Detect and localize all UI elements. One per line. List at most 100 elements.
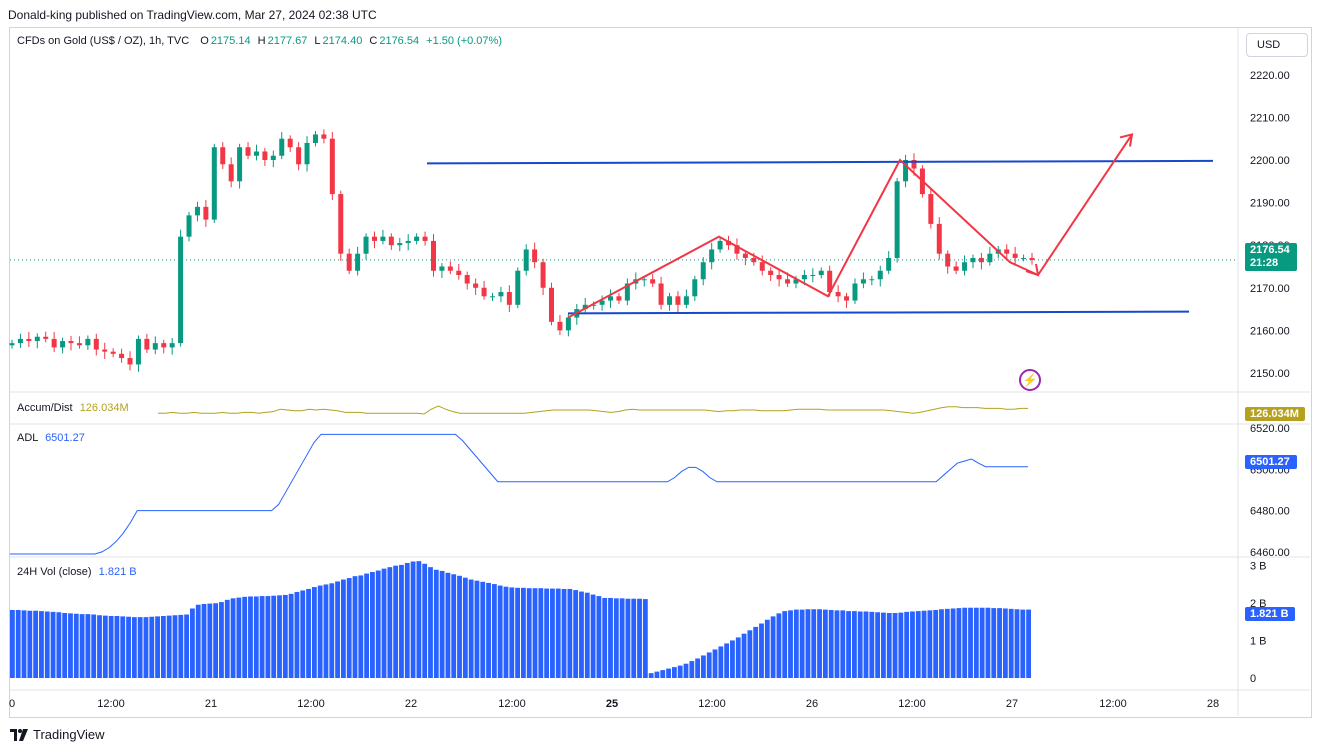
tradingview-logo[interactable]: TradingView xyxy=(10,727,105,742)
volume-bar xyxy=(248,596,253,678)
volume-bar xyxy=(503,586,509,678)
candle-body xyxy=(262,151,268,160)
candle-body xyxy=(599,300,605,305)
volume-bar xyxy=(1014,609,1020,678)
candle-body xyxy=(161,343,167,348)
y-tick-label: 2200.00 xyxy=(1250,155,1290,167)
volume-bar xyxy=(137,617,143,678)
x-tick-label: 26 xyxy=(806,698,818,710)
volume-bar xyxy=(219,602,224,678)
volume-bar xyxy=(741,633,747,678)
volume-bar xyxy=(190,608,195,678)
accum-name: Accum/Dist xyxy=(17,402,73,414)
candle-body xyxy=(422,236,428,241)
volume-bar xyxy=(515,587,520,678)
volume-bar xyxy=(497,585,503,678)
volume-bar xyxy=(85,614,91,678)
volume-bar xyxy=(143,617,149,678)
candle-body xyxy=(608,296,614,301)
candle-body xyxy=(68,341,74,344)
candle-body xyxy=(549,287,555,322)
volume-bar xyxy=(770,616,776,678)
candle-body xyxy=(380,236,386,241)
y-tick-label: 2220.00 xyxy=(1250,70,1290,82)
volume-bar xyxy=(590,594,596,678)
volume-bar xyxy=(602,597,608,678)
currency-button[interactable]: USD xyxy=(1246,33,1308,57)
chart-frame[interactable] xyxy=(9,27,1312,718)
volume-bar xyxy=(654,671,660,678)
price-badge-countdown: 21:28 xyxy=(1250,257,1279,269)
volume-bar xyxy=(764,619,770,678)
x-tick-label: 12:00 xyxy=(97,698,125,710)
volume-bar xyxy=(904,611,910,678)
candle-body xyxy=(768,270,774,275)
x-tick-label: 0 xyxy=(9,698,15,710)
candle-body xyxy=(759,262,765,271)
candle-body xyxy=(211,147,217,220)
candle-body xyxy=(371,236,377,241)
candle-body xyxy=(186,215,192,237)
volume-bar xyxy=(712,649,718,678)
candle-body xyxy=(734,245,740,254)
volume-bar xyxy=(863,611,869,678)
adl-y-tick: 6520.00 xyxy=(1250,423,1290,435)
adl-y-tick: 6480.00 xyxy=(1250,506,1290,518)
volume-bar xyxy=(875,612,881,678)
volume-bar xyxy=(114,616,120,678)
high-value: 2177.67 xyxy=(267,35,308,47)
candle-body xyxy=(616,296,622,301)
volume-bar xyxy=(21,610,27,678)
candle-body xyxy=(237,147,243,182)
volume-bar xyxy=(329,583,335,678)
candle-body xyxy=(658,283,664,305)
high-label: H xyxy=(257,35,266,47)
candle-body xyxy=(253,151,259,156)
volume-bar xyxy=(451,574,457,678)
lightning-icon[interactable]: ⚡ xyxy=(1019,369,1041,391)
candle-body xyxy=(515,270,521,305)
volume-bar xyxy=(1002,608,1008,678)
volume-bar xyxy=(851,611,857,678)
candle-body xyxy=(667,296,673,305)
x-tick-label: 12:00 xyxy=(1099,698,1127,710)
candle-body xyxy=(338,194,344,254)
volume-bar xyxy=(108,616,114,678)
volume-bar xyxy=(68,613,73,678)
volume-bar xyxy=(718,646,724,678)
volume-bar xyxy=(927,610,933,678)
candle-body xyxy=(287,138,293,148)
candle-body xyxy=(801,275,807,280)
volume-bar xyxy=(410,561,416,678)
volume-bar xyxy=(584,592,590,678)
candle-body xyxy=(203,206,209,220)
volume-bar xyxy=(689,661,695,678)
volume-bar xyxy=(1020,609,1026,678)
volume-bar xyxy=(898,612,904,678)
volume-bar xyxy=(735,637,741,678)
y-tick-label: 2160.00 xyxy=(1250,325,1290,337)
candle-body xyxy=(936,223,942,254)
candle-body xyxy=(1004,249,1010,254)
volume-bar xyxy=(857,611,863,678)
volume-bar xyxy=(346,578,352,678)
candle-body xyxy=(178,236,184,344)
open-value: 2175.14 xyxy=(210,35,251,47)
candle-body xyxy=(127,358,133,365)
volume-bar xyxy=(433,569,439,678)
x-tick-label: 12:00 xyxy=(297,698,325,710)
volume-bar xyxy=(799,609,805,678)
candle-body xyxy=(245,147,251,156)
volume-bar xyxy=(27,610,33,678)
volume-bar xyxy=(671,667,677,678)
volume-bar xyxy=(155,616,160,678)
volume-bar xyxy=(300,590,306,678)
volume-bar xyxy=(776,613,782,678)
candle-body xyxy=(506,292,512,305)
volume-bar xyxy=(985,607,991,678)
x-tick-label: 12:00 xyxy=(898,698,926,710)
accum-value: 126.034M xyxy=(79,402,129,414)
accum-badge: 126.034M xyxy=(1245,407,1305,421)
volume-bar xyxy=(544,588,550,678)
